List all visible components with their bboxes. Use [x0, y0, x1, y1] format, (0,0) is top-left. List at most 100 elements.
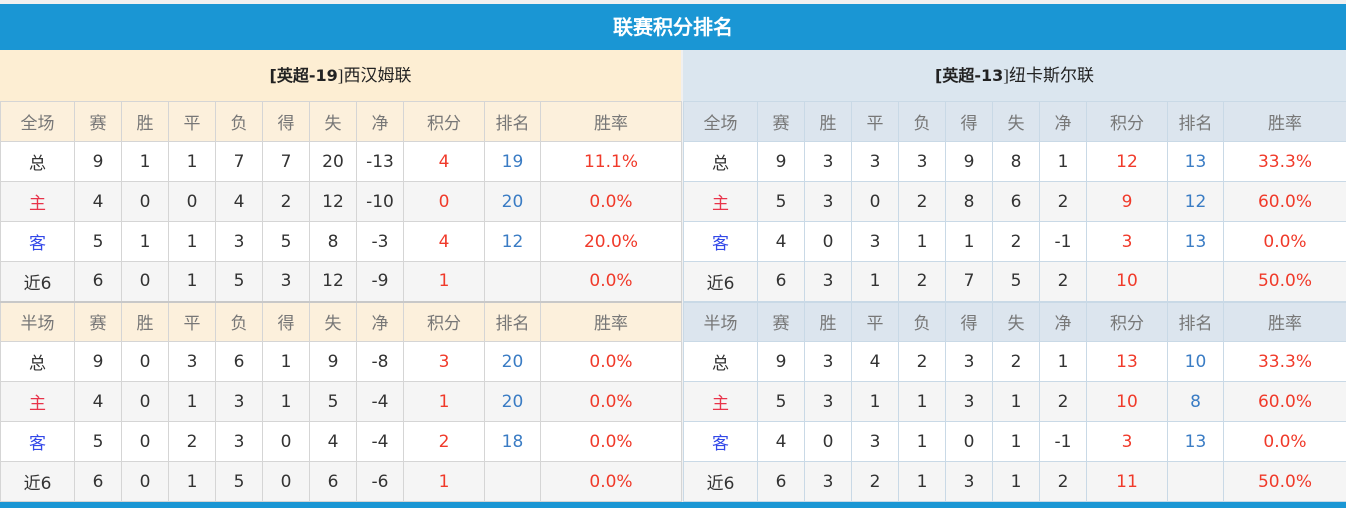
- table-cell: 1: [1039, 141, 1087, 182]
- table-cell: 0: [804, 221, 852, 262]
- table-cell: 0.0%: [1223, 221, 1346, 262]
- table-cell: 3: [215, 381, 263, 422]
- table-cell: 1: [168, 141, 216, 182]
- column-header: 胜率: [1223, 101, 1346, 142]
- table-cell: 8: [309, 221, 357, 262]
- table-cell: 0.0%: [540, 461, 682, 502]
- table-cell: 3: [804, 181, 852, 222]
- table-cell: 4: [309, 421, 357, 462]
- team-name: ]纽卡斯尔联: [1003, 66, 1094, 85]
- table-cell: 2: [851, 461, 899, 502]
- row-label: 主: [683, 381, 758, 422]
- table-cell: 1: [168, 381, 216, 422]
- table-cell: 6: [757, 461, 805, 502]
- table-row: 主 4 0 0 4 2 12 -10 0 20 0.0%: [0, 181, 682, 222]
- table-cell: 3: [898, 141, 946, 182]
- row-label: 主: [0, 381, 75, 422]
- table-cell: 2: [992, 341, 1040, 382]
- table-cell: 12: [484, 221, 541, 262]
- column-header: 负: [898, 300, 946, 342]
- table-cell: 1: [992, 421, 1040, 462]
- league-rank: 19: [315, 66, 338, 85]
- column-header: 净: [356, 300, 404, 342]
- table-cell: [484, 461, 541, 502]
- column-header: 得: [262, 300, 310, 342]
- table-cell: 0: [168, 181, 216, 222]
- table-cell: 12: [309, 181, 357, 222]
- table-cell: 4: [74, 381, 122, 422]
- column-header: 积分: [403, 101, 485, 142]
- column-header: 失: [309, 101, 357, 142]
- table-cell: 2: [1039, 461, 1087, 502]
- column-header: 净: [1039, 300, 1087, 342]
- column-header: 排名: [1167, 300, 1224, 342]
- table-cell: 3: [945, 461, 993, 502]
- table-cell: 13: [1167, 421, 1224, 462]
- table-cell: 2: [898, 261, 946, 302]
- full-header-row: 全场赛胜平负得失净积分 排名 胜率: [0, 101, 682, 142]
- table-cell: 9: [309, 341, 357, 382]
- table-cell: 4: [851, 341, 899, 382]
- table-cell: -13: [356, 141, 404, 182]
- table-cell: 0.0%: [540, 421, 682, 462]
- league-label: [英超-: [269, 66, 316, 85]
- table-row: 客 4 0 3 1 1 2 -1 3 13 0.0%: [683, 221, 1346, 262]
- table-cell: 0: [121, 381, 169, 422]
- half-header-row: 半场赛胜平负得失净积分 排名 胜率: [683, 300, 1346, 342]
- team-header: [英超-13]纽卡斯尔联: [683, 50, 1346, 101]
- table-cell: 6: [215, 341, 263, 382]
- table-cell: [1167, 261, 1224, 302]
- table-cell: 0: [262, 421, 310, 462]
- table-cell: 20: [484, 381, 541, 422]
- table-cell: 6: [992, 181, 1040, 222]
- table-cell: 0: [121, 461, 169, 502]
- table-cell: 2: [262, 181, 310, 222]
- table-cell: 3: [851, 141, 899, 182]
- table-row: 主 4 0 1 3 1 5 -4 1 20 0.0%: [0, 381, 682, 422]
- column-header: 得: [945, 300, 993, 342]
- full-header-row: 全场赛胜平负得失净积分 排名 胜率: [683, 101, 1346, 142]
- table-cell: 7: [215, 141, 263, 182]
- table-cell: -3: [356, 221, 404, 262]
- column-header: 赛: [757, 300, 805, 342]
- row-label: 客: [0, 421, 75, 462]
- table-cell: 3: [851, 421, 899, 462]
- table-row: 主 5 3 0 2 8 6 2 9 12 60.0%: [683, 181, 1346, 222]
- column-header: 失: [309, 300, 357, 342]
- table-cell: 4: [757, 221, 805, 262]
- table-cell: 5: [992, 261, 1040, 302]
- table-cell: 0.0%: [540, 381, 682, 422]
- table-cell: 6: [309, 461, 357, 502]
- column-header: 净: [1039, 101, 1087, 142]
- table-row: 客 5 1 1 3 5 8 -3 4 12 20.0%: [0, 221, 682, 262]
- table-cell: 5: [215, 461, 263, 502]
- table-cell: 9: [74, 341, 122, 382]
- table-cell: 13: [1167, 141, 1224, 182]
- table-cell: 9: [74, 141, 122, 182]
- table-cell: 0: [121, 181, 169, 222]
- column-header: 排名: [484, 300, 541, 342]
- table-cell: 9: [945, 141, 993, 182]
- table-cell: -9: [356, 261, 404, 302]
- league-rank: 13: [981, 66, 1004, 85]
- table-cell: 3: [804, 341, 852, 382]
- table-cell: 5: [262, 221, 310, 262]
- table-cell: 6: [74, 461, 122, 502]
- table-cell: -10: [356, 181, 404, 222]
- column-header: 半场: [0, 300, 75, 342]
- column-header: 胜率: [540, 300, 682, 342]
- column-header: 负: [215, 101, 263, 142]
- team-header: [英超-19]西汉姆联: [0, 50, 681, 101]
- table-cell: 12: [1167, 181, 1224, 222]
- table-cell: 2: [403, 421, 485, 462]
- table-cell: 1: [851, 381, 899, 422]
- table-cell: 1: [1039, 341, 1087, 382]
- table-cell: 0: [403, 181, 485, 222]
- table-cell: 60.0%: [1223, 381, 1346, 422]
- column-header: 失: [992, 300, 1040, 342]
- table-cell: 8: [945, 181, 993, 222]
- table-cell: 0.0%: [1223, 421, 1346, 462]
- table-cell: 0: [121, 421, 169, 462]
- table-cell: 1: [898, 221, 946, 262]
- table-row: 近6 6 0 1 5 0 6 -6 1 0.0%: [0, 461, 682, 502]
